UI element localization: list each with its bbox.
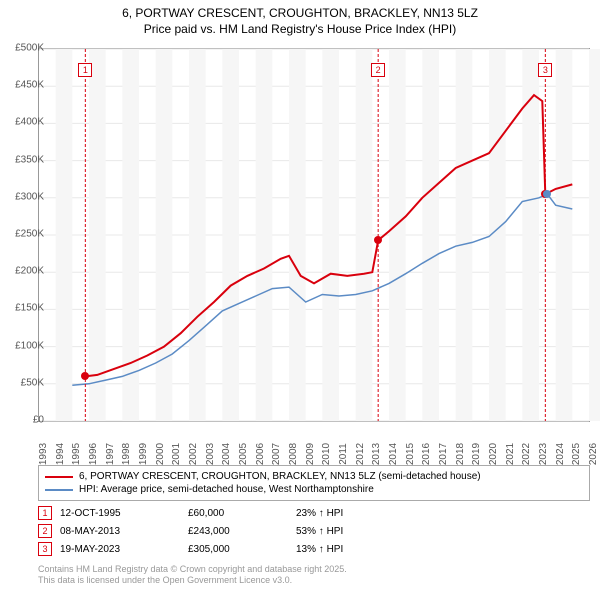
x-tick-label: 2021	[505, 443, 516, 465]
title-line-1: 6, PORTWAY CRESCENT, CROUGHTON, BRACKLEY…	[0, 6, 600, 22]
y-tick-label: £500K	[15, 43, 44, 54]
y-tick-label: £150K	[15, 303, 44, 314]
x-tick-label: 2022	[521, 443, 532, 465]
x-tick-label: 1997	[105, 443, 116, 465]
x-tick-label: 1998	[121, 443, 132, 465]
x-tick-label: 1994	[55, 443, 66, 465]
sales-table: 1 12-OCT-1995 £60,000 23% ↑ HPI 2 08-MAY-2013…	[38, 504, 590, 558]
footer-line-2: This data is licensed under the Open Gov…	[38, 575, 347, 586]
footer-attribution: Contains HM Land Registry data © Crown c…	[38, 564, 347, 586]
x-axis: 1993 1994 1995 1996 1997 1998 1999 2000 2001 2002…	[38, 426, 590, 466]
hpi-reference-point	[543, 190, 551, 198]
x-tick-label: 2017	[438, 443, 449, 465]
y-tick-label: £300K	[15, 191, 44, 202]
legend-swatch	[45, 476, 73, 478]
x-tick-label: 2001	[171, 443, 182, 465]
legend-item: 6, PORTWAY CRESCENT, CROUGHTON, BRACKLEY…	[45, 470, 583, 483]
legend-label: 6, PORTWAY CRESCENT, CROUGHTON, BRACKLEY…	[79, 471, 481, 482]
y-tick-label: £450K	[15, 80, 44, 91]
x-tick-label: 2005	[238, 443, 249, 465]
legend-box: 6, PORTWAY CRESCENT, CROUGHTON, BRACKLEY…	[38, 465, 590, 501]
y-tick-label: £250K	[15, 229, 44, 240]
legend-swatch	[45, 489, 73, 491]
y-tick-label: £400K	[15, 117, 44, 128]
chart-title: 6, PORTWAY CRESCENT, CROUGHTON, BRACKLEY…	[0, 0, 600, 37]
sale-number-box: 3	[38, 542, 52, 556]
x-tick-label: 2012	[355, 443, 366, 465]
x-tick-label: 2004	[221, 443, 232, 465]
sale-marker: 3	[538, 63, 552, 77]
x-tick-label: 1999	[138, 443, 149, 465]
x-tick-label: 1995	[71, 443, 82, 465]
legend-item: HPI: Average price, semi-detached house,…	[45, 483, 583, 496]
sale-marker: 2	[371, 63, 385, 77]
x-tick-label: 2013	[371, 443, 382, 465]
sale-marker: 1	[78, 63, 92, 77]
footer-line-1: Contains HM Land Registry data © Crown c…	[38, 564, 347, 575]
sale-price: £243,000	[188, 526, 288, 537]
x-tick-label: 2018	[455, 443, 466, 465]
sale-delta: 23% ↑ HPI	[296, 508, 590, 519]
sale-number-box: 1	[38, 506, 52, 520]
x-tick-label: 2026	[588, 443, 599, 465]
sale-date: 08-MAY-2013	[60, 526, 180, 537]
y-tick-label: £50K	[21, 377, 44, 388]
x-tick-label: 2023	[538, 443, 549, 465]
sale-point	[81, 372, 89, 380]
y-tick-label: £0	[33, 415, 44, 426]
sale-row: 1 12-OCT-1995 £60,000 23% ↑ HPI	[38, 504, 590, 522]
sale-point	[374, 236, 382, 244]
sale-row: 3 19-MAY-2023 £305,000 13% ↑ HPI	[38, 540, 590, 558]
x-tick-label: 1993	[38, 443, 49, 465]
x-tick-label: 2014	[388, 443, 399, 465]
sale-row: 2 08-MAY-2013 £243,000 53% ↑ HPI	[38, 522, 590, 540]
x-tick-label: 2009	[305, 443, 316, 465]
sale-delta: 13% ↑ HPI	[296, 544, 590, 555]
sale-number-box: 2	[38, 524, 52, 538]
x-tick-label: 1996	[88, 443, 99, 465]
x-tick-label: 2000	[155, 443, 166, 465]
x-tick-label: 2024	[555, 443, 566, 465]
x-tick-label: 2007	[271, 443, 282, 465]
x-tick-label: 2011	[338, 443, 349, 465]
x-tick-label: 2020	[488, 443, 499, 465]
sale-date: 12-OCT-1995	[60, 508, 180, 519]
x-tick-label: 2025	[571, 443, 582, 465]
x-tick-label: 2016	[421, 443, 432, 465]
y-tick-label: £200K	[15, 266, 44, 277]
plot-area: 1 2 3	[38, 48, 590, 422]
legend-label: HPI: Average price, semi-detached house,…	[79, 484, 374, 495]
x-tick-label: 2010	[321, 443, 332, 465]
y-tick-label: £350K	[15, 154, 44, 165]
y-tick-label: £100K	[15, 340, 44, 351]
x-tick-label: 2008	[288, 443, 299, 465]
sale-date: 19-MAY-2023	[60, 544, 180, 555]
sale-delta: 53% ↑ HPI	[296, 526, 590, 537]
chart-container: 6, PORTWAY CRESCENT, CROUGHTON, BRACKLEY…	[0, 0, 600, 590]
x-tick-label: 2006	[255, 443, 266, 465]
chart-svg	[39, 49, 589, 421]
x-tick-label: 2019	[471, 443, 482, 465]
x-tick-label: 2015	[405, 443, 416, 465]
title-line-2: Price paid vs. HM Land Registry's House …	[0, 22, 600, 38]
sale-price: £305,000	[188, 544, 288, 555]
x-tick-label: 2003	[205, 443, 216, 465]
x-tick-label: 2002	[188, 443, 199, 465]
sale-price: £60,000	[188, 508, 288, 519]
